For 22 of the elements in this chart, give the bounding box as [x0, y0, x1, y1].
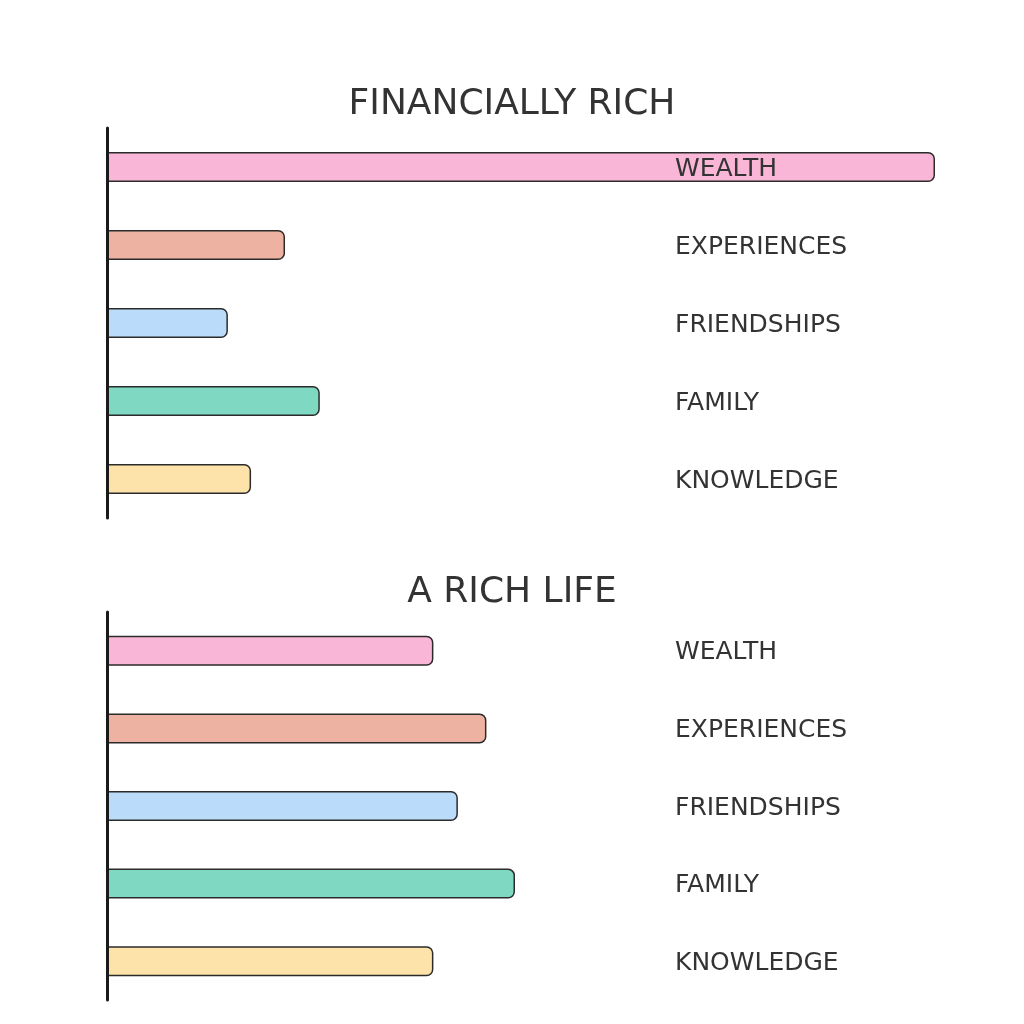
chart-title: FINANCIALLY RICH: [348, 80, 676, 122]
bar: [107, 791, 458, 821]
bar: [107, 868, 515, 899]
y-tick-label: WEALTH: [675, 636, 778, 666]
bar: [107, 152, 935, 182]
y-tick-label: KNOWLEDGE: [675, 946, 839, 976]
y-tick-label: FAMILY: [675, 869, 760, 899]
bar: [107, 713, 487, 744]
y-tick-label: WEALTH: [675, 152, 778, 182]
chart-title: A RICH LIFE: [407, 568, 617, 610]
bar: [107, 308, 228, 338]
bar: [107, 386, 320, 416]
bar: [107, 230, 286, 260]
y-tick-label: FRIENDSHIPS: [675, 308, 841, 338]
bar: [107, 464, 252, 494]
bar: [107, 635, 434, 666]
y-tick-label: EXPERIENCES: [675, 713, 848, 743]
bar: [107, 946, 434, 977]
y-tick-label: FAMILY: [675, 386, 760, 416]
y-tick-label: EXPERIENCES: [675, 230, 848, 260]
y-tick-label: KNOWLEDGE: [675, 464, 839, 494]
y-tick-label: FRIENDSHIPS: [675, 791, 841, 821]
